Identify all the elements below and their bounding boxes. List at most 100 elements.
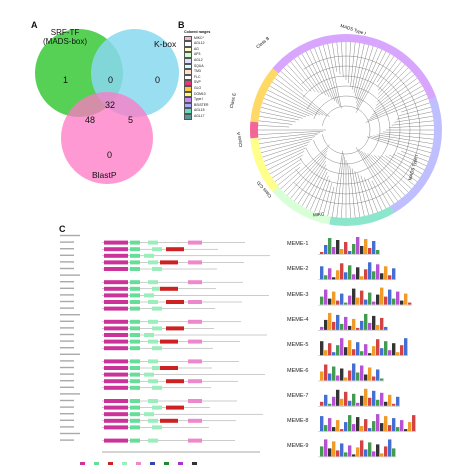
motif-block — [104, 425, 128, 430]
tree-branch — [377, 70, 412, 103]
motif-block — [130, 425, 140, 430]
tree-branch — [389, 154, 423, 175]
logo-glyph — [352, 318, 356, 330]
logo-glyph — [376, 444, 380, 457]
logo-glyph — [324, 245, 328, 254]
motif-block — [104, 405, 128, 410]
tree-branch — [376, 134, 433, 144]
tree-branch — [394, 116, 433, 123]
tree-clade-band — [272, 34, 379, 74]
motif-block — [152, 346, 162, 351]
logo-glyph — [372, 376, 376, 381]
logo-glyph — [372, 315, 376, 330]
logo-glyph — [376, 339, 380, 356]
logo-glyph — [324, 394, 328, 406]
motif-architecture — [60, 234, 270, 465]
venn-count-center: 32 — [105, 100, 116, 110]
logo-glyph — [404, 293, 408, 305]
logo-glyph — [344, 422, 348, 432]
motif-block — [160, 260, 178, 265]
tree-branch — [367, 153, 406, 196]
tree-legend-label: FLC — [194, 74, 201, 79]
tree-branch — [377, 155, 415, 186]
motif-block — [130, 286, 140, 291]
logo-glyph — [360, 395, 364, 406]
tree-legend-item: AP3 — [184, 52, 226, 58]
logo-glyph — [320, 401, 324, 406]
motif-block — [104, 240, 128, 245]
logo-glyph — [380, 317, 384, 330]
tree-branch — [290, 61, 316, 93]
tree-legend-item: Type I — [184, 97, 226, 103]
logo-glyph — [372, 421, 376, 432]
sequence-name — [60, 426, 74, 428]
logo-glyph — [356, 327, 360, 330]
motif-block — [104, 306, 128, 311]
tree-branch — [272, 158, 302, 179]
logo-glyph — [364, 269, 368, 280]
tree-branch — [354, 171, 365, 217]
tree-legend-item: BSISTER — [184, 102, 226, 109]
motif-block — [160, 366, 178, 370]
logo-glyph — [340, 249, 344, 254]
logo-glyph — [352, 454, 356, 457]
motif-block — [144, 372, 154, 377]
logo-glyph — [348, 265, 352, 280]
tree-legend-label: AGL12 — [194, 41, 205, 46]
logo-glyph — [324, 364, 328, 381]
tree-branch — [263, 98, 310, 117]
sequence-logos — [318, 237, 416, 458]
motif-block — [166, 379, 184, 384]
motif-block — [104, 247, 128, 252]
tree-clade-band — [250, 68, 279, 123]
logo-glyph — [332, 277, 336, 280]
motif-block — [104, 438, 128, 443]
motif-legend-swatch — [178, 462, 183, 465]
tree-branch — [401, 150, 429, 162]
logo-glyph — [400, 300, 404, 305]
logo-glyph — [376, 324, 380, 330]
logo-glyph — [388, 350, 392, 356]
logo-glyph — [400, 420, 404, 432]
logo-glyph — [336, 345, 340, 356]
logo-glyph — [404, 429, 408, 432]
tree-legend-swatch — [184, 97, 192, 103]
tree-legend-swatch — [184, 91, 192, 98]
logo-glyph — [352, 244, 356, 254]
logo-glyph — [340, 398, 344, 406]
logo-glyph — [384, 296, 388, 305]
logo-glyph — [340, 338, 344, 356]
sequence-name — [60, 406, 74, 408]
venn-label-srf-line1: SRF-TF — [50, 28, 80, 37]
logo-glyph — [356, 402, 360, 406]
venn-circle-blastp — [61, 92, 153, 184]
logo-glyph — [372, 271, 376, 280]
logo-glyph — [368, 292, 372, 305]
logo-glyph — [388, 439, 392, 457]
sequence-name — [60, 353, 80, 355]
logo-glyph — [352, 274, 356, 280]
logo-glyph — [328, 403, 332, 406]
motif-block — [130, 385, 140, 390]
tree-branch — [260, 107, 303, 119]
sequence-name — [60, 248, 74, 250]
logo-glyph — [360, 320, 364, 330]
tree-branch — [377, 67, 409, 99]
logo-glyph — [368, 353, 372, 356]
logo-glyph — [360, 426, 364, 432]
tree-branch — [341, 42, 344, 78]
logo-glyph — [352, 349, 356, 356]
motif-legend-swatch — [94, 462, 99, 465]
motif-legend-swatch — [136, 462, 141, 465]
meme-label: MEME-4 — [287, 316, 309, 323]
meme-label: MEME-3 — [287, 291, 309, 298]
motif-block — [148, 300, 158, 304]
logo-glyph — [392, 343, 396, 356]
tree-branch — [365, 98, 429, 123]
motif-block — [148, 359, 158, 364]
motif-block — [144, 412, 154, 417]
logo-glyph — [388, 425, 392, 432]
tree-branch — [258, 131, 324, 135]
logo-glyph — [356, 372, 360, 381]
logo-glyph — [344, 452, 348, 457]
